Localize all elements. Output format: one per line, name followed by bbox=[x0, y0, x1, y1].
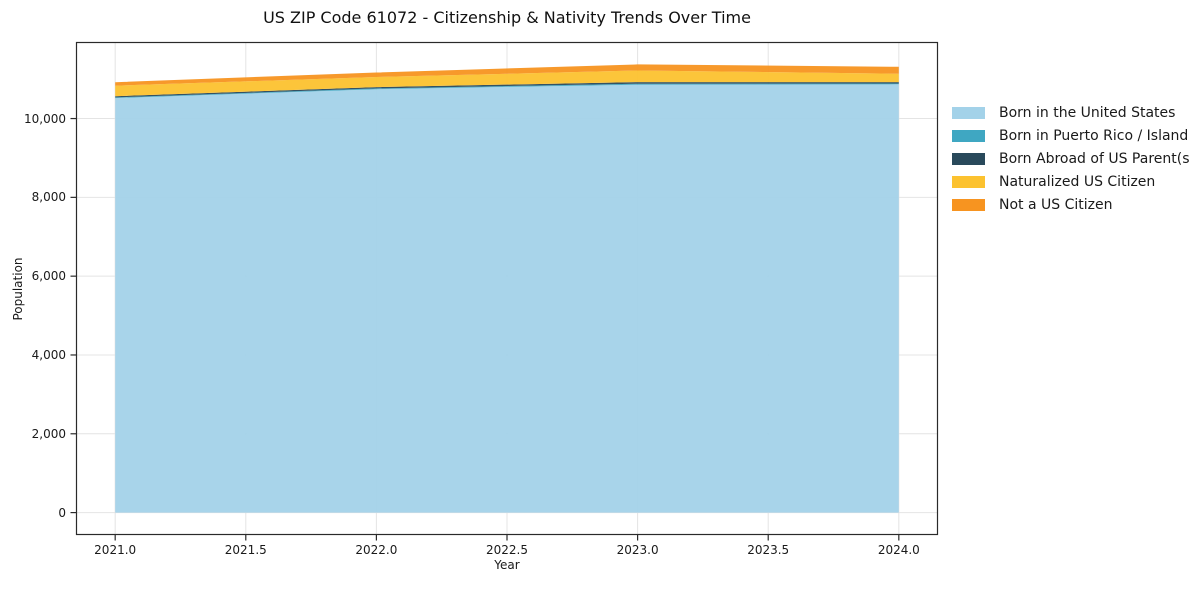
x-tick-label: 2022.0 bbox=[355, 543, 398, 557]
legend-swatch bbox=[952, 129, 985, 142]
y-tick-label: 8,000 bbox=[31, 190, 66, 205]
legend: Born in the United States Born in Puerto … bbox=[952, 101, 1189, 216]
legend-label: Naturalized US Citizen bbox=[999, 173, 1156, 190]
legend-label: Born in the United States bbox=[999, 104, 1176, 121]
legend-label: Born Abroad of US Parent(s) bbox=[999, 150, 1189, 167]
x-tick-label: 2024.0 bbox=[877, 543, 920, 557]
area-series-1 bbox=[115, 83, 899, 99]
y-tick-label: 4,000 bbox=[31, 347, 66, 362]
x-tick-label: 2021.0 bbox=[94, 543, 137, 557]
legend-item: Born in the United States bbox=[952, 101, 1189, 124]
legend-label: Born in Puerto Rico / Islands bbox=[999, 127, 1189, 144]
x-axis-label: Year bbox=[494, 558, 520, 572]
x-tick-label: 2023.0 bbox=[616, 543, 659, 557]
area-series-2 bbox=[115, 82, 899, 98]
legend-item: Not a US Citizen bbox=[952, 193, 1189, 216]
area-series-3 bbox=[115, 70, 899, 97]
y-axis-label: Population bbox=[11, 257, 25, 321]
axes-spines bbox=[75, 41, 939, 536]
legend-swatch bbox=[952, 198, 985, 211]
area-series-4 bbox=[115, 64, 899, 86]
x-tick-label: 2022.5 bbox=[486, 543, 528, 557]
x-tick-label: 2023.5 bbox=[747, 543, 790, 557]
area-series-0 bbox=[115, 84, 899, 513]
x-tick-label: 2021.5 bbox=[224, 543, 267, 557]
legend-label: Not a US Citizen bbox=[999, 196, 1113, 213]
legend-swatch bbox=[952, 152, 985, 165]
legend-item: Naturalized US Citizen bbox=[952, 170, 1189, 193]
legend-swatch bbox=[952, 106, 985, 119]
chart-title: US ZIP Code 61072 - Citizenship & Nativi… bbox=[263, 8, 751, 27]
y-tick-label: 2,000 bbox=[31, 426, 66, 441]
y-tick-label: 6,000 bbox=[31, 269, 66, 284]
legend-item: Born in Puerto Rico / Islands bbox=[952, 124, 1189, 147]
y-tick-label: 0 bbox=[58, 505, 66, 520]
legend-item: Born Abroad of US Parent(s) bbox=[952, 147, 1189, 170]
legend-swatch bbox=[952, 175, 985, 188]
y-tick-label: 10,000 bbox=[24, 111, 66, 126]
